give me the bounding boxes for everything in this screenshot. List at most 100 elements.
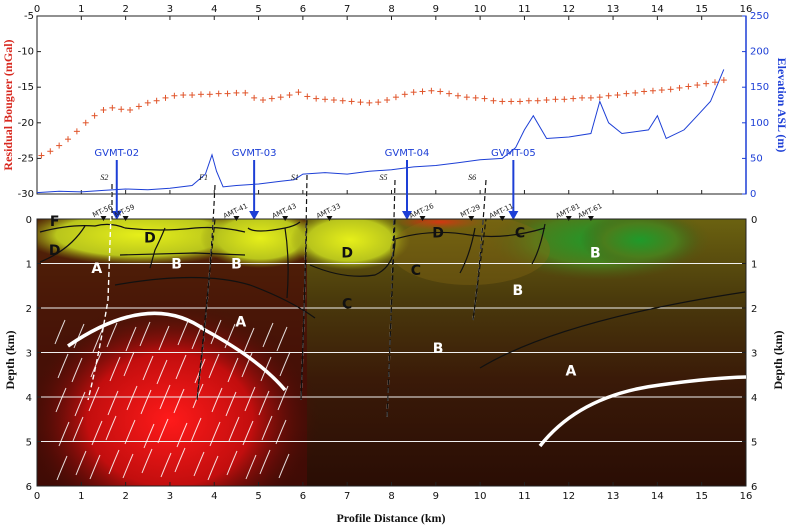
- bouguer-point: [490, 97, 497, 104]
- station-arrow-head: [402, 211, 413, 220]
- bouguer-point: [667, 86, 674, 93]
- station-label: GVMT-04: [385, 148, 430, 159]
- hatch-stroke: [89, 454, 101, 480]
- hatch-stroke: [88, 386, 100, 412]
- bouguer-point: [454, 92, 461, 99]
- bouguer-point: [711, 79, 718, 86]
- bouguer-point: [162, 94, 169, 101]
- amt-site-marker: [122, 216, 129, 221]
- depth-tick-label-left: 2: [26, 304, 32, 315]
- station-arrow-head: [111, 211, 122, 220]
- bouguer-point: [401, 91, 408, 98]
- bouguer-point: [587, 94, 594, 101]
- bouguer-point: [384, 97, 391, 104]
- bouguer-point: [508, 98, 515, 105]
- hatch-stroke: [275, 419, 287, 445]
- top-x-tick-label: 13: [607, 4, 620, 15]
- amt-site-marker: [565, 216, 572, 221]
- depth-tick-label-right: 4: [751, 393, 757, 404]
- bouguer-point: [322, 96, 329, 103]
- boundary-line: [284, 227, 289, 299]
- elevation-tick-label: 50: [750, 153, 763, 164]
- unit-label: C: [515, 225, 525, 241]
- elevation-tick-label: 150: [750, 82, 769, 93]
- unit-label: B: [171, 257, 182, 273]
- bouguer-point: [259, 97, 266, 104]
- hatch-stroke: [207, 455, 219, 481]
- hatch-stroke: [55, 387, 67, 413]
- unit-label: B: [590, 245, 601, 261]
- bouguer-point: [127, 106, 134, 113]
- depth-tick-label-right: 6: [751, 482, 757, 493]
- bouguer-point: [428, 87, 435, 94]
- boundary-line: [39, 223, 126, 233]
- hatch-stroke: [125, 326, 137, 352]
- bouguer-tick-label: -30: [18, 189, 34, 200]
- elevation-axis-label: Elevation ASL (m): [775, 58, 789, 153]
- hatch-stroke: [108, 449, 120, 475]
- top-x-tick-label: 3: [167, 4, 173, 15]
- bouguer-tick-label: -5: [24, 11, 34, 22]
- boundary-line: [391, 227, 546, 241]
- bouguer-point: [268, 95, 275, 102]
- bouguer-point: [410, 89, 417, 96]
- top-panel-frame: [36, 15, 747, 195]
- elevation-series-line: [36, 69, 725, 194]
- depth-tick-label-right: 3: [751, 349, 757, 360]
- hatch-stroke: [243, 327, 255, 353]
- unit-label: F: [50, 214, 60, 230]
- bottom-x-tick-label: 8: [388, 491, 394, 502]
- bouguer-point: [171, 92, 178, 99]
- elevation-axis-ticks: 0 50 100 150 200 250: [742, 11, 769, 200]
- hatch-stroke: [157, 418, 169, 444]
- hatch-stroke: [160, 452, 172, 478]
- bouguer-point: [348, 98, 355, 105]
- residual-bouguer-axis-ticks: -30 -25 -20 -15 -10 -5: [18, 11, 41, 200]
- bouguer-point: [543, 97, 550, 104]
- fault-line-top: [196, 184, 216, 401]
- bouguer-point: [703, 80, 710, 87]
- hatch-stroke: [173, 388, 185, 414]
- hatch-stroke: [244, 386, 256, 412]
- hatch-stroke: [158, 325, 170, 351]
- hatch-stroke: [139, 321, 151, 347]
- boundary-line: [479, 291, 746, 369]
- bouguer-point: [100, 106, 107, 113]
- unit-label: C: [411, 263, 421, 279]
- depth-tick-label-right: 1: [751, 260, 757, 271]
- station-label: GVMT-02: [94, 148, 139, 159]
- residual-bouguer-series: [38, 77, 727, 159]
- bouguer-point: [499, 98, 506, 105]
- bouguer-point: [135, 103, 142, 110]
- bouguer-point: [215, 90, 222, 97]
- fault-label: S1: [291, 173, 299, 182]
- bouguer-point: [392, 94, 399, 101]
- bouguer-point: [525, 97, 532, 104]
- bouguer-point: [623, 90, 630, 97]
- bottom-x-tick-label: 13: [607, 491, 620, 502]
- bouguer-point: [437, 88, 444, 95]
- top-x-tick-label: 5: [255, 4, 261, 15]
- depth-axis-label-right: Depth (km): [771, 330, 785, 389]
- bouguer-point: [144, 99, 151, 106]
- hatch-stroke: [241, 352, 253, 378]
- unit-label: B: [231, 257, 242, 273]
- bouguer-point: [561, 96, 568, 103]
- hatch-stroke: [209, 421, 221, 447]
- fault-line-top: [300, 174, 308, 401]
- bouguer-point: [109, 104, 116, 111]
- unit-label: A: [566, 363, 577, 379]
- bouguer-point: [91, 112, 98, 119]
- elevation-tick-label: 200: [750, 47, 769, 58]
- hatch-stroke: [74, 391, 86, 417]
- hatch-stroke: [156, 359, 168, 385]
- hatch-stroke: [72, 416, 84, 442]
- top-x-tick-label: 6: [300, 4, 306, 15]
- hatch-stroke: [142, 355, 154, 381]
- hatch-stroke: [123, 351, 135, 377]
- hatch-stroke: [277, 385, 289, 411]
- bouguer-point: [56, 142, 63, 149]
- depth-tick-label-left: 1: [26, 260, 32, 271]
- depth-tick-label-left: 3: [26, 349, 32, 360]
